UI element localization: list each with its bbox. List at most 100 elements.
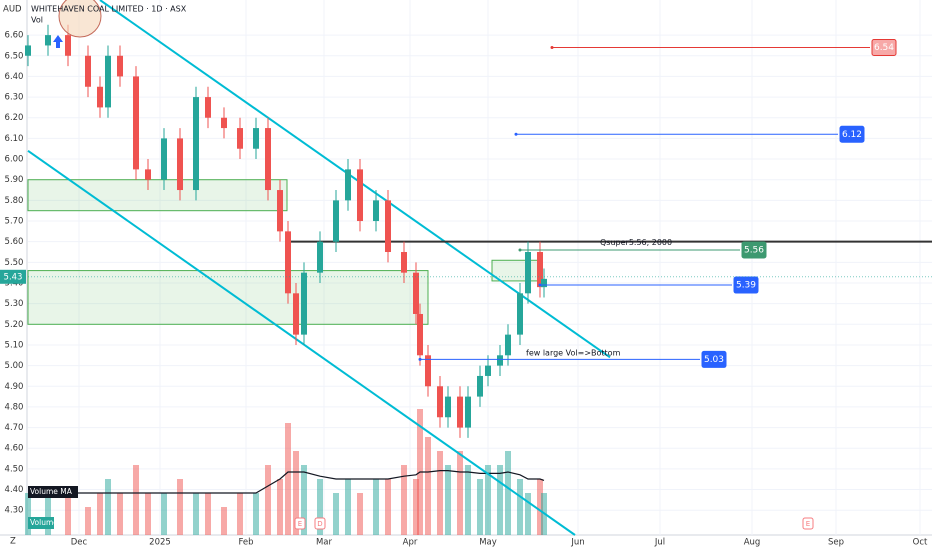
candle-body [525, 252, 531, 294]
y-tick-label: 5.20 [5, 320, 24, 330]
volume-bar [437, 451, 443, 535]
candle-body [265, 128, 271, 191]
volume-bar [345, 479, 351, 535]
volume-tag [28, 517, 54, 529]
candle-body [425, 355, 431, 387]
x-tick-label: Feb [238, 538, 253, 548]
candle-body [541, 278, 547, 288]
volume-bar [45, 493, 51, 535]
volume-bar [117, 493, 123, 535]
volume-bar [537, 479, 543, 535]
volume-bar [497, 465, 503, 535]
volume-bar [425, 437, 431, 535]
candle-body [317, 241, 323, 273]
event-label: E [298, 520, 302, 528]
candle-body [401, 252, 407, 273]
candle-body [333, 200, 339, 242]
buy-arrow [53, 35, 63, 48]
candle-body [437, 386, 443, 418]
volume-bar [517, 479, 523, 535]
candle-body [445, 396, 451, 418]
candle-body [85, 55, 91, 87]
volume-bar [237, 493, 243, 535]
level-label: 6.12 [842, 130, 862, 140]
volume-bar [413, 479, 419, 535]
volume-bar [357, 493, 363, 535]
volume-bar [253, 493, 259, 535]
volume-bar [145, 493, 151, 535]
candle-body [145, 169, 151, 180]
x-tick-label: Oct [913, 538, 928, 548]
y-tick-label: 5.70 [5, 217, 24, 227]
x-tick-label: Jul [654, 538, 665, 548]
x-tick-label: May [479, 538, 497, 548]
level-label-box [839, 125, 865, 143]
chart-title: WHITEHAVEN COAL LIMITED · 1D · ASX [31, 5, 187, 14]
candle-body [345, 169, 351, 201]
event-box [294, 517, 306, 530]
x-tick-label: Aug [744, 538, 761, 548]
y-tick-label: 5.00 [5, 361, 24, 371]
event-label: E [806, 520, 810, 528]
level-label-box [741, 241, 767, 259]
candle-body [65, 35, 71, 56]
candle-body [357, 169, 363, 222]
volume-bar [301, 465, 307, 535]
event-box [314, 517, 326, 530]
y-tick-label: 6.60 [5, 31, 24, 41]
candle-body [485, 365, 491, 376]
volume-bar [177, 479, 183, 535]
volume-bar [485, 465, 491, 535]
candle-body [413, 272, 419, 314]
x-tick-label: Mar [316, 538, 333, 548]
corner-label: Z [10, 537, 16, 547]
volume-bar [333, 493, 339, 535]
volume-bar [477, 479, 483, 535]
volume-ma-tag [28, 486, 78, 498]
x-tick-label: 2025 [149, 538, 171, 548]
volume-bar [445, 465, 451, 535]
candle-body [221, 117, 227, 129]
candle-body [193, 97, 199, 191]
volume-bar [505, 451, 511, 535]
candle-body [277, 190, 283, 232]
annotation: few large Vol=>Bottom [526, 349, 621, 358]
y-tick-label: 4.80 [5, 402, 24, 412]
volume-bar [373, 479, 379, 535]
level-label: 6.54 [874, 43, 894, 53]
x-tick-label: Apr [403, 538, 418, 548]
volume-bar [285, 423, 291, 535]
y-tick-label: 5.10 [5, 340, 24, 350]
y-tick-label: 5.80 [5, 196, 24, 206]
level-label-box [871, 39, 897, 57]
y-tick-label: 5.30 [5, 299, 24, 309]
candle-body [117, 55, 123, 77]
volume-bar [277, 479, 283, 535]
candle-body [517, 293, 523, 335]
zone [27, 270, 429, 325]
volume-bar [105, 479, 111, 535]
y-tick-label: 4.90 [5, 382, 24, 392]
volume-bar [221, 507, 227, 535]
candle-body [177, 138, 183, 191]
level-anchor [518, 248, 522, 252]
volume-name: Volume [30, 518, 58, 527]
volume-bar [65, 493, 71, 535]
level-anchor [538, 283, 542, 287]
candle-body [373, 200, 379, 222]
volume-bar [205, 493, 211, 535]
candle-body [465, 396, 471, 428]
highlight-circle [58, 0, 102, 38]
volume-ma-label: Volume MA [30, 487, 73, 496]
x-tick-label: Dec [71, 538, 88, 548]
volume-bar [161, 493, 167, 535]
y-tick-label: 5.60 [5, 237, 24, 247]
y-tick-label: 4.60 [5, 444, 24, 454]
event-box [802, 517, 814, 530]
level-label: 5.03 [704, 355, 724, 365]
y-tick-label: 5.50 [5, 258, 24, 268]
candle-body [417, 313, 423, 356]
candle-body [505, 334, 511, 356]
level-label: 5.39 [736, 281, 756, 291]
